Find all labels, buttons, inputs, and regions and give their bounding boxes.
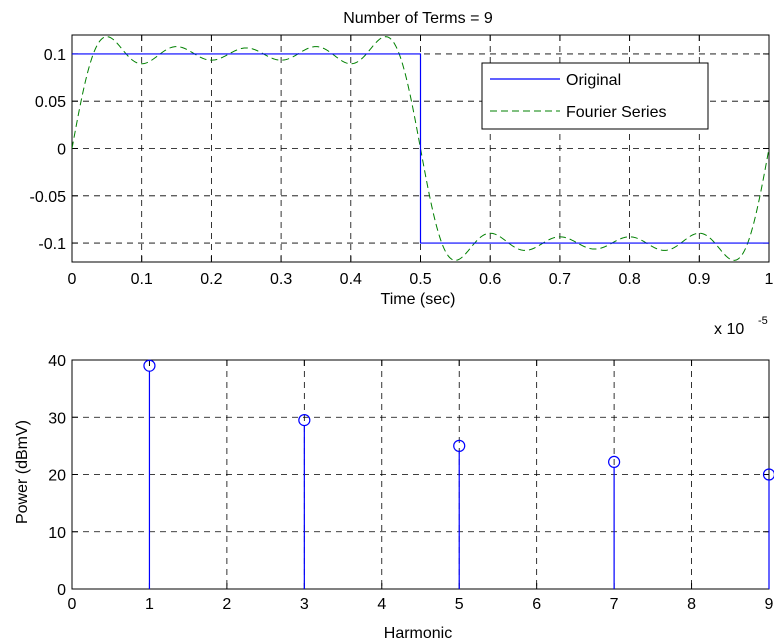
bottom-x-tick-label: 9	[765, 596, 774, 613]
top-x-tick-label: 0.4	[340, 271, 362, 288]
top-x-tick-label: 1	[765, 271, 774, 288]
bottom-y-tick-label: 40	[48, 353, 66, 370]
bottom-x-axis-label: Harmonic	[384, 625, 452, 642]
top-chart-title: Number of Terms = 9	[343, 10, 493, 27]
top-x-tick-label: 0.8	[618, 271, 640, 288]
fourier-series-line	[72, 36, 769, 261]
bottom-y-tick-label: 10	[48, 525, 66, 542]
top-x-tick-label: 0.9	[688, 271, 710, 288]
top-x-tick-label: 0	[68, 271, 77, 288]
top-x-tick-label: 0.1	[131, 271, 153, 288]
top-y-tick-label: 0.1	[44, 47, 66, 64]
stem-marker	[298, 414, 311, 427]
top-y-tick-label: 0.05	[35, 94, 66, 111]
bottom-plot: 0 1 2 3 4 5 6 7 8 9 40 30 20 10 0	[48, 353, 774, 613]
bottom-x-tick-label: 7	[610, 596, 619, 613]
bottom-x-tick-label: 8	[687, 596, 696, 613]
bottom-x-tick-label: 3	[300, 596, 309, 613]
original-line	[72, 53, 769, 244]
bottom-y-tick-label: 30	[48, 410, 66, 427]
top-plot: 0 0.1 0.2 0.3 0.4 0.5 0.6 0.7 0.8 0.9 1 0.1 0.05 0 -0.…	[30, 34, 774, 288]
top-x-tick-label: 0.2	[200, 271, 222, 288]
legend-box	[481, 62, 709, 130]
top-x-multiplier: x 10 -5	[714, 315, 768, 338]
top-x-tick-label: 0.5	[409, 271, 431, 288]
bottom-x-tick-label: 1	[145, 596, 154, 613]
stem-marker	[608, 455, 621, 469]
top-x-tick-label: 0.7	[549, 271, 571, 288]
top-y-tick-label: 0	[57, 142, 66, 159]
stem-marker	[453, 439, 466, 452]
svg-text:x 10: x 10	[714, 321, 744, 338]
top-x-tick-label: 0.3	[270, 271, 292, 288]
bottom-y-tick-label: 20	[48, 468, 66, 485]
legend-original-label: Original	[566, 72, 621, 89]
bottom-x-tick-label: 2	[222, 596, 231, 613]
bottom-x-tick-label: 5	[455, 596, 464, 613]
bottom-x-tick-label: 6	[532, 596, 541, 613]
legend-fourier-label: Fourier Series	[566, 104, 666, 121]
top-y-tick-label: -0.05	[30, 189, 67, 206]
bottom-y-axis-label: Power (dBmV)	[14, 420, 31, 524]
bottom-x-tick-label: 4	[377, 596, 386, 613]
svg-text:-5: -5	[758, 315, 768, 327]
legend: Original Fourier Series	[481, 62, 709, 130]
bottom-x-tick-label: 0	[68, 596, 77, 613]
top-y-tick-label: -0.1	[38, 236, 66, 253]
top-x-axis-label: Time (sec)	[381, 291, 456, 308]
bottom-y-tick-label: 0	[57, 582, 66, 599]
stem-marker	[143, 359, 156, 372]
stem-marker	[762, 468, 774, 481]
top-x-tick-label: 0.6	[479, 271, 501, 288]
